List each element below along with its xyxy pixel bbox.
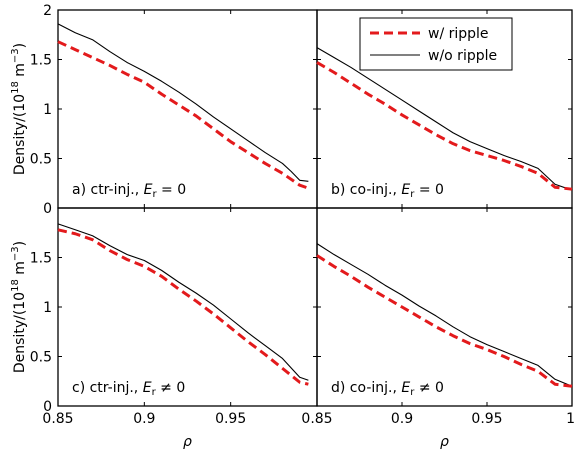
x-tick-label: 0.95 (471, 411, 502, 427)
panel-label-sub: r (152, 387, 157, 398)
panel-label-var: E (401, 380, 410, 396)
panels-layer: a) ctr-inj., Er = 0 b) co-inj., Er = 0c) … (57, 9, 573, 407)
x-tick-label: 0.85 (301, 411, 332, 427)
panel-label-sub: r (410, 387, 415, 398)
panel-label-var: E (401, 182, 410, 198)
y-axis-label-exp: 18 (10, 81, 21, 94)
y-tick-label: 1 (43, 300, 52, 316)
panel-label-prefix: d) co-inj., (331, 380, 401, 396)
y-tick-label: 1.5 (30, 53, 52, 69)
legend-box (359, 17, 513, 71)
series-line-with-ripple (57, 40, 309, 190)
panel-label: a) ctr-inj., Er = 0 (72, 182, 186, 200)
panel-label-rel: = 0 (414, 182, 444, 198)
panel-label: d) co-inj., Er ≠ 0 (331, 380, 444, 398)
y-axis-label-main: Density/(10 (12, 292, 28, 373)
x-tick-label: 0.85 (42, 411, 73, 427)
panel-label-prefix: a) ctr-inj., (72, 182, 144, 198)
panel-label-sub: r (152, 189, 157, 200)
panel-label-var: E (144, 182, 153, 198)
panel-label-rel: ≠ 0 (414, 380, 444, 396)
y-tick-label: 1.5 (30, 251, 52, 267)
panel-frame (316, 207, 573, 407)
panel-c: c) ctr-inj., Er ≠ 0 (57, 207, 318, 407)
panel-label-rel: ≠ 0 (156, 380, 186, 396)
panel-label-var: E (143, 380, 152, 396)
series-line-without-ripple (57, 23, 309, 182)
series-line-without-ripple (316, 243, 573, 387)
x-tick-label: 0.95 (215, 411, 246, 427)
series-line-without-ripple (316, 47, 573, 191)
legend-label: w/ ripple (428, 26, 489, 42)
legend-label: w/o ripple (428, 48, 497, 64)
y-axis-label-unit-exp: −3 (10, 246, 21, 261)
y-axis-label-unit: m (12, 63, 28, 81)
x-tick-label: 0.9 (391, 411, 413, 427)
panel-label-prefix: b) co-inj., (331, 182, 401, 198)
x-tick-label: 0.9 (133, 411, 155, 427)
y-axis-label-main: Density/(10 (12, 94, 28, 175)
y-tick-label: 0.5 (30, 152, 52, 168)
y-tick-label: 0.5 (30, 350, 52, 366)
x-tick-label: 1 (566, 411, 574, 427)
panel-label-rel: = 0 (157, 182, 187, 198)
panel-a: a) ctr-inj., Er = 0 (57, 9, 318, 209)
labels-layer: 0 0.5 1 1.5 2 0 0.5 1 1.5 0.85 0.9 0.95 0.85 0.9 0.95 1… (10, 3, 574, 450)
y-axis-label-unit: m (12, 261, 28, 279)
series-line-with-ripple (316, 61, 573, 191)
panel-d: d) co-inj., Er ≠ 0 (316, 207, 573, 407)
y-axis-label: Density/(1018 m−3) (10, 43, 28, 175)
y-axis-label-close: ) (12, 43, 28, 48)
x-axis-label: ρ (183, 434, 192, 450)
series-line-with-ripple (57, 228, 309, 386)
legend: w/ ripple w/o ripple (359, 17, 513, 71)
y-tick-label: 0 (43, 201, 52, 217)
y-axis-label-close: ) (12, 241, 28, 246)
y-axis-label-exp: 18 (10, 279, 21, 292)
panel-label-prefix: c) ctr-inj., (72, 380, 143, 396)
panel-label: c) ctr-inj., Er ≠ 0 (72, 380, 185, 398)
panel-label: b) co-inj., Er = 0 (331, 182, 444, 200)
y-tick-label: 2 (43, 3, 52, 19)
series-line-without-ripple (57, 223, 309, 381)
series-line-with-ripple (316, 254, 573, 388)
y-axis-label: Density/(1018 m−3) (10, 241, 28, 373)
panel-label-sub: r (410, 189, 415, 200)
y-axis-label-unit-exp: −3 (10, 48, 21, 63)
x-axis-label: ρ (440, 434, 449, 450)
y-tick-label: 1 (43, 102, 52, 118)
y-tick-label: 0 (43, 399, 52, 415)
